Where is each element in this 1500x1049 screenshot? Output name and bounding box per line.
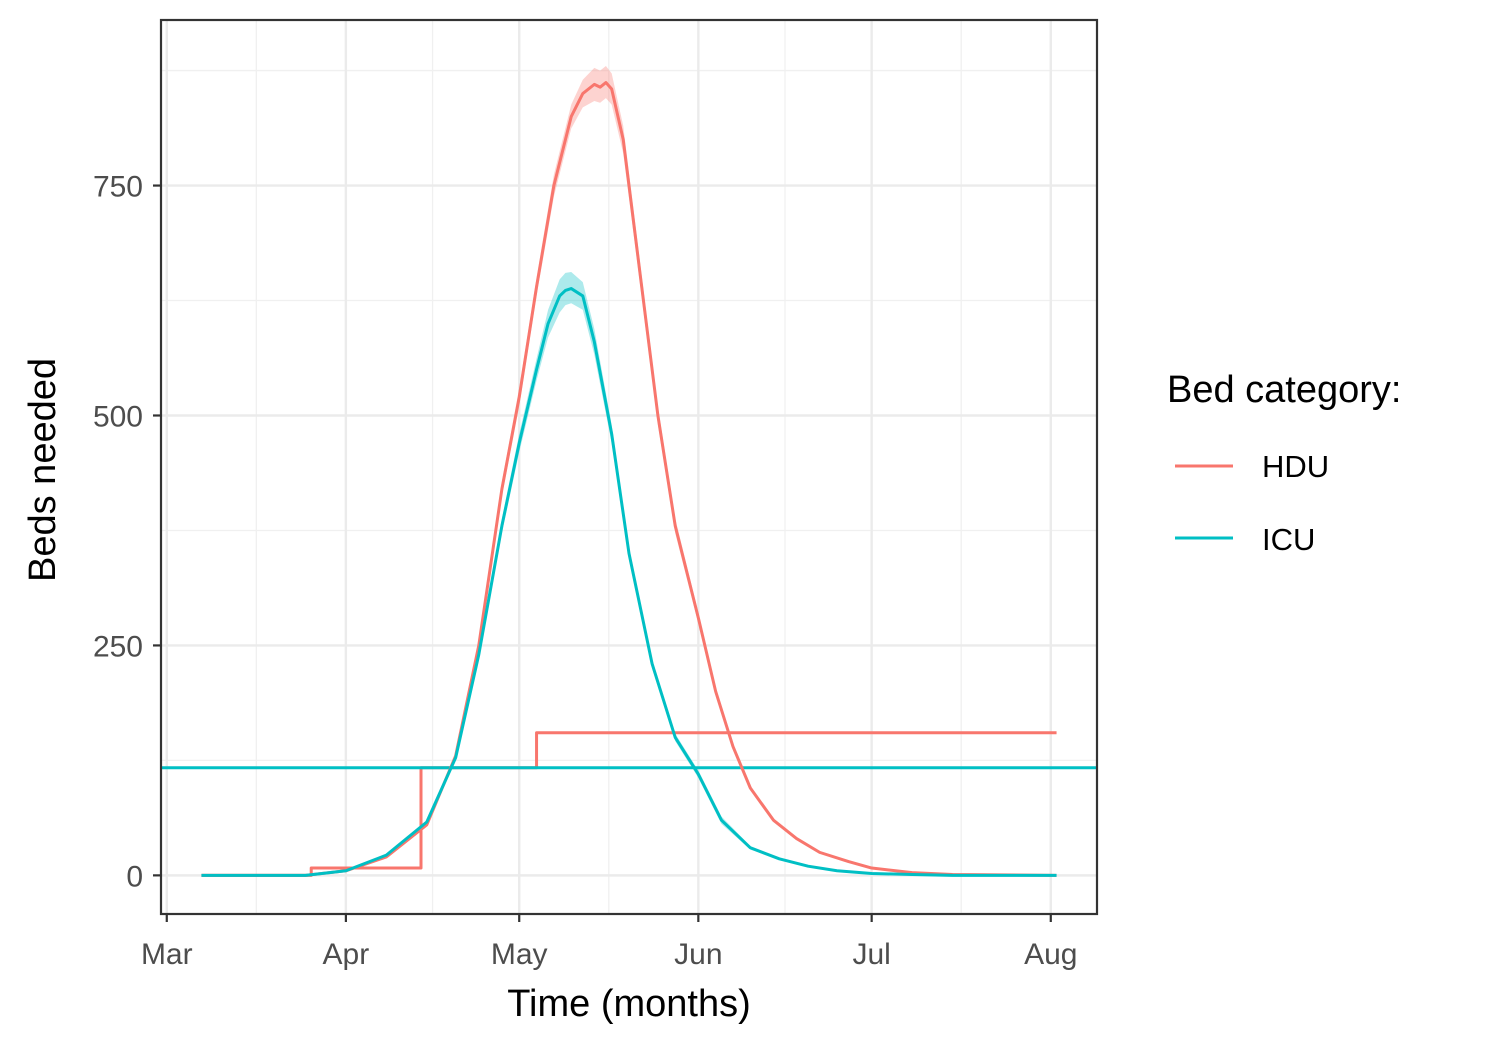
y-tick-label: 500 (93, 400, 143, 433)
y-tick-label: 250 (93, 630, 143, 663)
legend-label-hdu: HDU (1262, 449, 1329, 484)
x-tick-label: Mar (141, 938, 193, 971)
y-axis-title: Beds needed (22, 358, 64, 582)
icu-demand-line (201, 287, 1057, 877)
x-tick-label: Aug (1024, 938, 1077, 971)
axis-ticks: Mar Apr May Jun Jul Aug 0 250 500 750 (93, 171, 1078, 971)
x-tick-label: Jun (674, 938, 722, 971)
y-tick-label: 750 (93, 171, 143, 204)
x-tick-label: Jul (852, 938, 890, 971)
x-axis-title: Time (months) (507, 983, 751, 1025)
plot-panel-border (159, 18, 1099, 916)
series-lines (161, 81, 1097, 877)
x-tick-label: May (491, 938, 548, 971)
y-tick-label: 0 (126, 860, 143, 893)
plot-panel-background (161, 20, 1097, 914)
grid (161, 20, 1097, 914)
x-tick-label: Apr (323, 938, 370, 971)
legend-title: Bed category: (1167, 369, 1401, 411)
legend: Bed category: HDU ICU (1167, 369, 1401, 557)
legend-label-icu: ICU (1262, 522, 1315, 557)
